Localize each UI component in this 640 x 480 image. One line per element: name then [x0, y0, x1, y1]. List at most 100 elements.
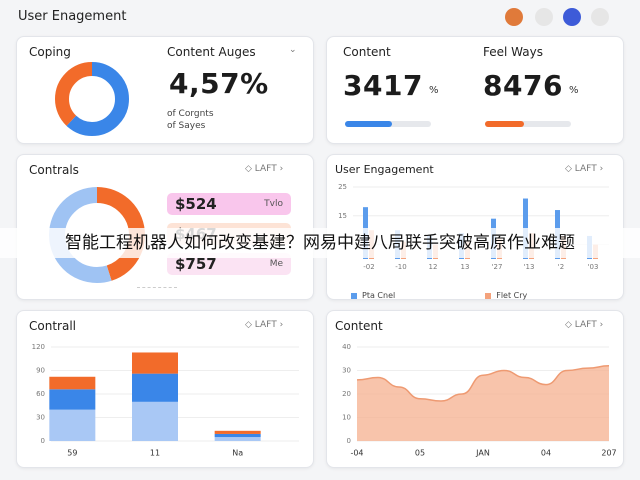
donut-segment	[55, 62, 129, 136]
icon-button[interactable]	[563, 8, 581, 26]
legend-swatch	[351, 292, 357, 299]
progress-bar	[485, 121, 524, 127]
progress-bar	[345, 121, 393, 127]
note: of Sayes	[167, 121, 206, 131]
area-chart: 0 10 20 30 40 -04 05 JAN 04 207	[342, 343, 617, 458]
card-title: User Engagement	[335, 163, 434, 176]
y-tick-label: 15	[338, 212, 347, 220]
menu[interactable]: ◇ LAFT ›	[245, 320, 284, 330]
bar-segment	[214, 433, 261, 438]
y-tick-label: 20	[342, 390, 351, 398]
area-line	[356, 365, 610, 402]
pager	[137, 287, 177, 288]
x-tick-label: '27	[492, 263, 503, 271]
progress-track	[345, 121, 431, 127]
chart-card: User Engagement ◇ LAFT › 51525-02-101213…	[326, 154, 624, 300]
price: $524	[175, 195, 217, 213]
tag: Tvlo	[264, 199, 283, 209]
bar-segment	[49, 389, 96, 410]
y-tick-label: 60	[36, 390, 45, 398]
overlay-caption: 智能工程机器人如何改变基建？网易中建八局联手突破高原作业难题	[0, 228, 640, 258]
price-pill: $757 Me	[167, 253, 291, 275]
x-tick-label: -10	[395, 263, 406, 271]
x-tick-label: '2	[558, 263, 564, 271]
icon-button[interactable]	[535, 8, 553, 26]
stacked-bar-chart: 0 30 60 90 120 59 11 Na	[32, 343, 299, 458]
x-tick-label: 13	[461, 263, 470, 271]
x-tick-label: 11	[150, 449, 160, 458]
chart-card: Contrall ◇ LAFT › 0 30 60 90 120 59 11 Na	[16, 310, 314, 468]
header-icons	[505, 8, 609, 26]
y-tick-label: 10	[342, 414, 351, 422]
bar-segment	[49, 409, 96, 441]
card-title: Coping	[29, 45, 71, 59]
x-tick-label: 04	[541, 449, 551, 458]
note: of Corgnts	[167, 109, 214, 119]
menu-label: LAFT	[254, 164, 277, 174]
metric-unit: %	[429, 85, 439, 96]
price-pill: $524 Tvlo	[167, 193, 291, 215]
y-tick-label: 25	[338, 183, 347, 191]
bar-segment	[132, 401, 178, 441]
icon-button[interactable]	[591, 8, 609, 26]
y-tick-label: 120	[32, 343, 45, 351]
legend: Pta Cnel Flet Cry	[351, 283, 617, 302]
x-tick-label: -04	[350, 449, 363, 458]
chart-card: Content ◇ LAFT › 0 10 20 30 40 -04 05 JAN 04 207	[326, 310, 624, 468]
legend-label: Pta Cnel	[362, 291, 396, 300]
tag: Me	[269, 259, 283, 269]
avatar[interactable]	[505, 8, 523, 26]
donut	[55, 62, 129, 136]
progress-track	[485, 121, 571, 127]
x-tick-label: JAN	[475, 449, 490, 458]
menu-label: LAFT	[254, 320, 277, 330]
area	[357, 365, 609, 441]
x-tick-label: -02	[363, 263, 374, 271]
menu-label: LAFT	[574, 164, 597, 174]
bar-segment	[49, 376, 96, 390]
metric-title: Feel Ways	[483, 45, 543, 59]
y-tick-label: 30	[36, 414, 45, 422]
x-tick-label: 207	[601, 449, 616, 458]
x-tick-label: 59	[67, 449, 77, 458]
x-tick-label: '13	[524, 263, 535, 271]
card-title: Contrals	[29, 163, 79, 177]
metric-value: 8476	[483, 69, 563, 102]
bar-segment	[132, 352, 178, 374]
page-title: User Enagement	[18, 9, 127, 24]
x-tick-label: 12	[429, 263, 438, 271]
metric-value: 4,57%	[169, 67, 269, 100]
legend-swatch	[485, 292, 492, 299]
menu[interactable]: ◇ LAFT ›	[565, 164, 604, 174]
menu[interactable]: ◇ LAFT ›	[565, 320, 604, 330]
legend-item: Flet Cry	[485, 291, 527, 300]
dropdown[interactable]: ⌄	[289, 45, 297, 55]
menu[interactable]: ◇ LAFT ›	[245, 164, 284, 174]
card-title: Content	[335, 319, 383, 333]
bar-segment	[132, 373, 178, 402]
y-tick-label: 40	[342, 343, 351, 351]
card-title: Contrall	[29, 319, 76, 333]
y-tick-label: 0	[41, 437, 45, 445]
menu-label: LAFT	[574, 320, 597, 330]
metric-value: 3417	[343, 69, 423, 102]
legend-item: Pta Cnel	[351, 291, 395, 300]
legend-label: Flet Cry	[496, 291, 528, 300]
summary-card: Coping Content Auges ⌄ 4,57% of Corgnts …	[16, 36, 314, 144]
bar-segment	[214, 437, 261, 441]
price: $757	[175, 255, 217, 273]
summary-card: Content 3417% Feel Ways 8476%	[326, 36, 624, 144]
metric-title: Content	[343, 45, 391, 59]
x-tick-label: 05	[415, 449, 425, 458]
y-tick-label: 0	[347, 437, 351, 445]
y-tick-label: 90	[36, 367, 45, 375]
y-tick-label: 30	[342, 367, 351, 375]
metric-unit: %	[569, 85, 579, 96]
metric-title: Content Auges	[167, 45, 256, 59]
x-tick-label: Na	[232, 449, 243, 458]
bar-segment	[214, 430, 261, 434]
x-tick-label: '03	[588, 263, 599, 271]
